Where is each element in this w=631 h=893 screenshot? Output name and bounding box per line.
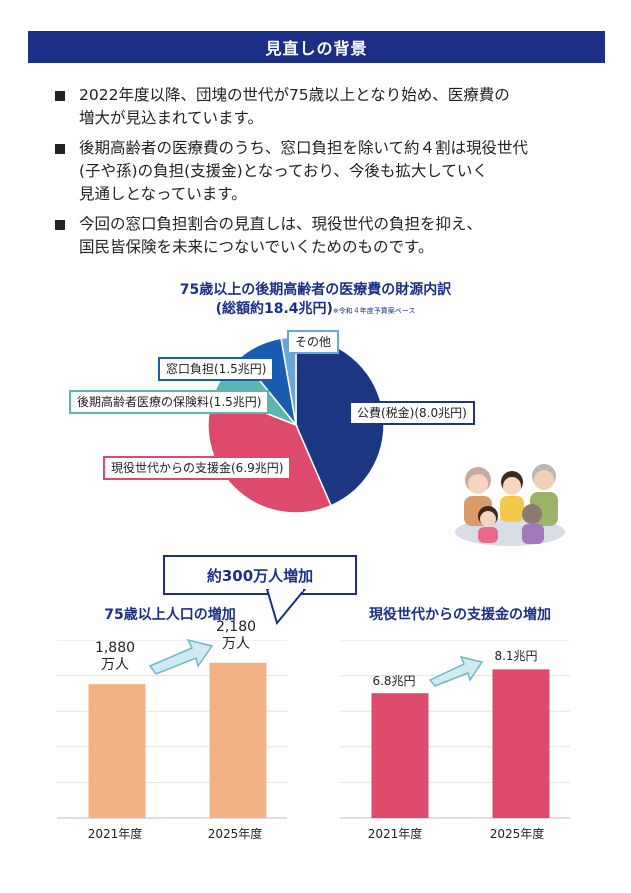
population-value-2021: 1,880 万人: [85, 640, 145, 674]
pie-label-copay-text: 窓口負担(1.5兆円): [166, 362, 267, 376]
pie-label-insurance-text: 後期高齢者医療の保険料(1.5兆円): [77, 395, 262, 409]
population-value-2025: 2,180 万人: [206, 619, 266, 653]
population-year-2025: 2025年度: [195, 825, 275, 842]
pie-total: (総額約18.4兆円): [215, 301, 333, 317]
population-value-2025-unit: 万人: [222, 636, 250, 652]
population-bar-2021: [88, 684, 146, 818]
population-bar-2025: [209, 662, 267, 818]
increase-callout: 約300万人増加: [163, 555, 357, 595]
bullet-line: 見通しとなっています。: [79, 185, 247, 203]
bullet-line: 後期高齢者の医療費のうち、窓口負担を除いて約４割は現役世代: [79, 139, 529, 157]
bullet-item: 2022年度以降、団塊の世代が75歳以上となり始め、医療費の 増大が見込まれてい…: [55, 84, 595, 130]
support-year-2025: 2025年度: [477, 825, 557, 842]
bullet-square-icon: [55, 91, 65, 101]
population-year-2021: 2021年度: [75, 825, 155, 842]
pie-chart-subtitle: (総額約18.4兆円)※令和４年度予算案ベース: [0, 298, 631, 318]
support-chart-title: 現役世代からの支援金の増加: [340, 604, 580, 624]
population-chart-title: 75歳以上人口の増加: [55, 604, 285, 624]
support-year-2025-text: 2025年度: [489, 827, 545, 841]
population-title-text: 75歳以上人口の増加: [104, 607, 236, 623]
bullet-line: 増大が見込まれています。: [79, 109, 263, 127]
bullet-square-icon: [55, 220, 65, 230]
pie-label-insurance: 後期高齢者医療の保険料(1.5兆円): [69, 390, 270, 414]
bullet-item: 今回の窓口負担割合の見直しは、現役世代の負担を抑え、 国民皆保険を未来につないで…: [55, 213, 595, 259]
population-value-2021-num: 1,880: [94, 640, 136, 656]
bullet-line: (子や孫)の負担(支援金)となっており、今後も拡大していく: [79, 162, 488, 180]
section-header: 見直しの背景: [28, 31, 605, 63]
support-bar-2021: [371, 693, 429, 818]
bullet-line: 2022年度以降、団塊の世代が75歳以上となり始め、医療費の: [79, 86, 510, 104]
support-value-2021: 6.8兆円: [364, 673, 424, 690]
pie-label-other: その他: [287, 330, 340, 354]
pie-note: ※令和４年度予算案ベース: [332, 307, 416, 315]
support-year-2021: 2021年度: [355, 825, 435, 842]
increase-arrow-icon: [148, 638, 214, 675]
support-value-2021-text: 6.8兆円: [372, 674, 416, 688]
pie-chart-title: 75歳以上の後期高齢者の医療費の財源内訳: [0, 279, 631, 299]
support-value-2025-text: 8.1兆円: [494, 649, 538, 663]
support-value-2025: 8.1兆円: [486, 648, 546, 665]
bullet-list: 2022年度以降、団塊の世代が75歳以上となり始め、医療費の 増大が見込まれてい…: [55, 84, 595, 266]
family-illustration: [455, 464, 565, 546]
population-bar-chart: [57, 640, 287, 819]
pie-title-line1: 75歳以上の後期高齢者の医療費の財源内訳: [179, 282, 452, 298]
callout-text: 約300万人増加: [206, 566, 314, 585]
population-value-2025-num: 2,180: [215, 619, 257, 635]
population-value-2021-unit: 万人: [101, 657, 129, 673]
callout-pointer: [265, 589, 307, 626]
population-year-2025-text: 2025年度: [207, 827, 263, 841]
pie-label-support-text: 現役世代からの支援金(6.9兆円): [111, 461, 284, 475]
support-bar-chart: [340, 640, 570, 819]
bullet-square-icon: [55, 144, 65, 154]
support-title-text: 現役世代からの支援金の増加: [369, 607, 551, 623]
support-bar-2025: [492, 669, 550, 818]
bullet-item: 後期高齢者の医療費のうち、窓口負担を除いて約４割は現役世代 (子や孫)の負担(支…: [55, 137, 595, 206]
pie-label-public: 公費(税金)(8.0兆円): [349, 401, 475, 425]
pie-label-copay: 窓口負担(1.5兆円): [158, 357, 275, 381]
increase-arrow-icon: [428, 655, 484, 687]
population-year-2021-text: 2021年度: [87, 827, 143, 841]
section-header-title: 見直しの背景: [265, 39, 368, 58]
bullet-line: 国民皆保険を未来につないでいくためのものです。: [79, 238, 434, 256]
pie-label-public-text: 公費(税金)(8.0兆円): [357, 406, 467, 420]
bullet-line: 今回の窓口負担割合の見直しは、現役世代の負担を抑え、: [79, 215, 483, 233]
pie-label-support: 現役世代からの支援金(6.9兆円): [103, 456, 292, 480]
pie-label-other-text: その他: [295, 335, 332, 349]
support-year-2021-text: 2021年度: [367, 827, 423, 841]
